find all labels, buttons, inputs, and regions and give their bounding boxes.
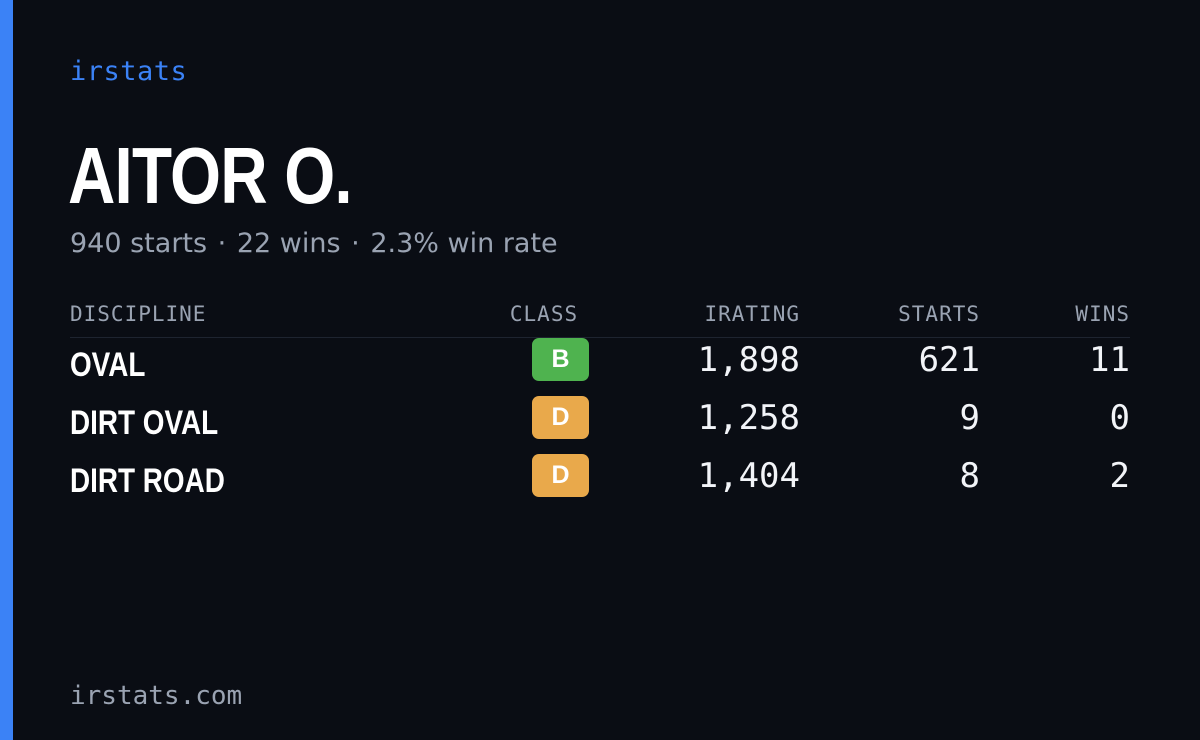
header-wins: WINS	[1075, 302, 1130, 326]
row-discipline: OVAL	[70, 346, 146, 384]
header-discipline: DISCIPLINE	[70, 302, 207, 326]
class-badge: B	[532, 338, 589, 381]
row-wins: 0	[1109, 398, 1130, 438]
class-badge: D	[532, 396, 589, 439]
table-row: DIRT OVAL D 1,258 9 0	[70, 396, 1130, 454]
summary-starts: 940 starts	[70, 228, 208, 259]
row-discipline: DIRT ROAD	[70, 462, 225, 500]
table-row: DIRT ROAD D 1,404 8 2	[70, 454, 1130, 512]
row-irating: 1,898	[697, 340, 800, 380]
driver-name: AITOR O.	[68, 131, 353, 220]
accent-bar	[0, 0, 13, 740]
row-irating: 1,258	[697, 398, 800, 438]
row-irating: 1,404	[697, 456, 800, 496]
row-starts: 621	[918, 340, 980, 380]
row-class: D	[532, 396, 589, 439]
header-irating: IRATING	[704, 302, 800, 326]
summary-win-rate: 2.3% win rate	[370, 228, 558, 259]
summary-separator: ·	[217, 228, 227, 259]
summary-wins: 22 wins	[236, 228, 341, 259]
stats-table: DISCIPLINE CLASS IRATING STARTS WINS OVA…	[70, 296, 1130, 512]
brand-logo: irstats	[70, 56, 188, 87]
row-starts: 9	[959, 398, 980, 438]
row-class: B	[532, 338, 589, 381]
row-wins: 11	[1089, 340, 1130, 380]
footer-url[interactable]: irstats.com	[70, 681, 243, 711]
header-starts: STARTS	[898, 302, 980, 326]
row-starts: 8	[959, 456, 980, 496]
table-row: OVAL B 1,898 621 11	[70, 338, 1130, 396]
row-wins: 2	[1109, 456, 1130, 496]
class-badge: D	[532, 454, 589, 497]
summary-separator: ·	[351, 228, 360, 259]
row-discipline: DIRT OVAL	[70, 404, 219, 442]
driver-summary: 940 starts · 22 wins · 2.3% win rate	[70, 228, 558, 259]
row-class: D	[532, 454, 589, 497]
table-header: DISCIPLINE CLASS IRATING STARTS WINS	[70, 296, 1130, 338]
header-class: CLASS	[509, 302, 579, 326]
